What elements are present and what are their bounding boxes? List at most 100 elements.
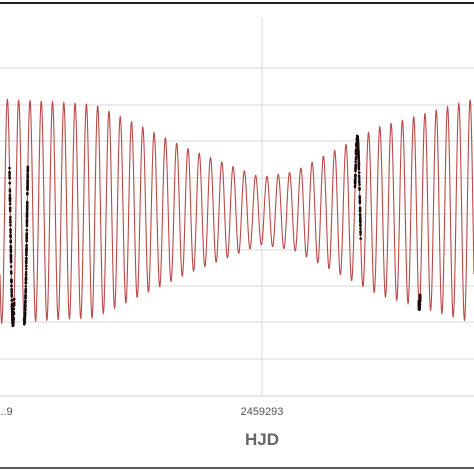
- observation-point: [9, 234, 12, 238]
- observation-point: [8, 206, 12, 210]
- observation-point: [358, 209, 362, 213]
- observation-point: [25, 208, 29, 211]
- observation-point: [25, 239, 28, 243]
- observation-point: [23, 307, 27, 310]
- observation-point: [354, 152, 358, 156]
- observation-point: [12, 301, 16, 305]
- observation-point: [24, 270, 28, 274]
- model-curve: [0, 98, 474, 325]
- observation-point: [8, 170, 11, 174]
- observation-point: [8, 209, 12, 213]
- observation-point: [24, 267, 28, 271]
- observation-point: [353, 184, 357, 188]
- observation-point: [9, 246, 13, 249]
- observation-point: [9, 265, 13, 268]
- observation-point: [354, 160, 357, 164]
- observation-point: [358, 200, 362, 203]
- observation-point: [23, 320, 26, 323]
- observation-point: [24, 299, 27, 303]
- observation-point: [9, 248, 13, 252]
- grid: [0, 18, 474, 396]
- observation-point: [354, 167, 357, 171]
- observation-point: [25, 233, 29, 236]
- observation-point: [9, 215, 12, 219]
- observation-point: [353, 178, 357, 182]
- observation-point: [12, 311, 16, 314]
- observation-point: [417, 302, 421, 305]
- observation-point: [9, 240, 12, 244]
- observation-point: [9, 223, 12, 227]
- observation-point: [353, 181, 357, 184]
- observation-point: [354, 155, 358, 159]
- observation-point: [9, 228, 12, 232]
- observation-point: [23, 311, 27, 314]
- observation-point: [9, 254, 13, 258]
- observation-point: [11, 315, 14, 319]
- observation-point: [357, 156, 360, 160]
- observation-point: [9, 260, 13, 264]
- observation-point: [354, 169, 357, 173]
- observation-point: [23, 305, 27, 308]
- observation-point: [10, 284, 13, 287]
- observation-point: [26, 178, 29, 182]
- observation-point: [354, 148, 358, 152]
- observation-point: [8, 176, 11, 179]
- observation-point: [9, 270, 13, 273]
- observation-point: [23, 313, 27, 316]
- observation-point: [357, 175, 361, 178]
- observation-point: [357, 159, 361, 162]
- observation-point: [418, 307, 421, 311]
- observation-point: [25, 246, 28, 250]
- observation-point: [8, 173, 11, 177]
- observation-point: [357, 161, 361, 164]
- observation-point: [358, 206, 362, 210]
- observation-point: [357, 171, 361, 174]
- observation-point: [358, 196, 362, 200]
- observation-point: [359, 227, 362, 230]
- observation-point: [25, 224, 29, 228]
- observation-point: [355, 143, 358, 146]
- observation-point: [418, 297, 422, 301]
- observation-point: [24, 295, 27, 298]
- observation-point: [359, 237, 362, 240]
- observation-point: [8, 196, 12, 200]
- observation-point: [26, 184, 29, 188]
- observation-point: [25, 235, 28, 239]
- observation-point: [24, 287, 28, 291]
- observation-point: [356, 147, 360, 150]
- observation-point: [10, 289, 13, 293]
- observation-point: [358, 186, 361, 190]
- observation-point: [25, 253, 28, 257]
- observation-point: [10, 278, 13, 282]
- observation-point: [8, 181, 11, 185]
- observation-point: [24, 278, 28, 282]
- observation-point: [8, 193, 12, 197]
- observation-point: [10, 305, 14, 309]
- observation-point: [9, 230, 12, 234]
- observation-point: [357, 163, 361, 167]
- observation-point: [356, 135, 359, 139]
- observation-point: [25, 256, 28, 260]
- observation-point: [25, 213, 29, 217]
- observation-point: [359, 223, 362, 227]
- observation-point: [26, 187, 29, 190]
- observation-point: [8, 190, 12, 193]
- observation-point: [24, 264, 28, 268]
- observation-point: [25, 218, 29, 221]
- observation-point: [9, 272, 13, 275]
- observation-point: [358, 213, 362, 217]
- observation-point: [25, 205, 29, 209]
- observation-point: [25, 221, 29, 224]
- observation-point: [359, 233, 362, 236]
- observation-point: [358, 183, 361, 186]
- observation-points: [8, 134, 422, 328]
- model-line: [0, 98, 474, 325]
- observation-point: [24, 273, 28, 276]
- observation-point: [8, 188, 12, 191]
- x-axis-title: HJD: [245, 430, 279, 449]
- observation-point: [26, 192, 29, 196]
- observation-point: [358, 217, 362, 220]
- observation-point: [10, 295, 14, 298]
- observation-point: [25, 228, 29, 232]
